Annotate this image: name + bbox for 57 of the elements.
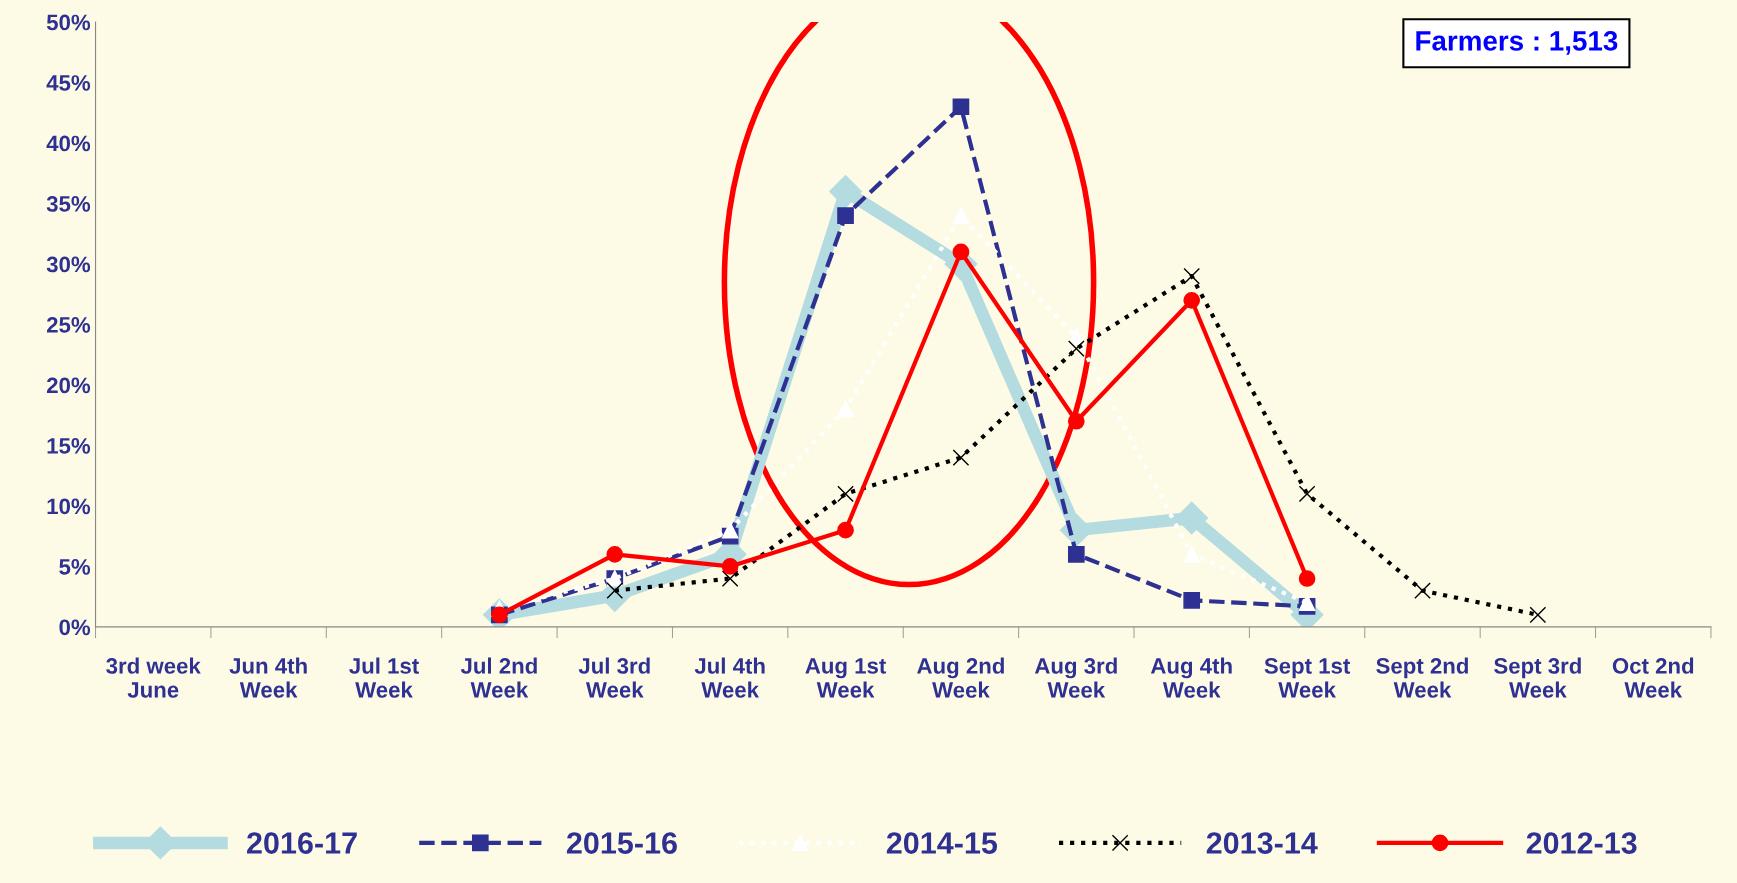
x-tick-label: Sept 3rd Week <box>1494 657 1581 698</box>
point <box>837 400 854 418</box>
point <box>952 243 970 261</box>
x-tick-label: Aug 1st Week <box>805 658 887 698</box>
y-tick-label: 25% <box>46 317 91 333</box>
x-tick-label: Sept 2nd Week <box>1376 657 1468 698</box>
x-tick-label: Jul 3rd Week <box>578 657 650 698</box>
x-tick-label: Jun 4th Week <box>229 657 307 698</box>
point <box>1298 570 1316 587</box>
x-tick-label: Aug 2nd Week <box>917 657 1004 698</box>
x-tick-label: Jul 1st Week <box>349 657 419 698</box>
x-tick-label: Sept 1st Week <box>1264 658 1351 698</box>
point <box>1183 267 1201 285</box>
point <box>1183 591 1201 609</box>
y-tick-label: 35% <box>46 196 91 212</box>
point <box>721 521 739 539</box>
y-tick-label: 45% <box>46 75 91 91</box>
point <box>837 485 854 503</box>
legend-label: 2013-14 <box>1206 832 1318 854</box>
point <box>1298 594 1316 612</box>
point <box>1067 340 1085 358</box>
y-tick-label: 50% <box>46 14 91 31</box>
y-tick-label: 0% <box>59 619 91 636</box>
y-tick-label: 15% <box>47 438 91 454</box>
legend-label: 2014-15 <box>886 832 998 854</box>
point <box>952 98 970 116</box>
point <box>952 449 970 466</box>
point <box>1298 485 1316 503</box>
y-tick-label: 5% <box>59 559 91 575</box>
point <box>1529 606 1547 624</box>
point <box>721 570 739 587</box>
x-tick-label: Aug 4th Week <box>1150 657 1232 698</box>
y-tick-label: 40% <box>46 135 91 152</box>
x-tick-label: Oct 2nd Week <box>1612 657 1694 698</box>
point <box>1067 546 1085 563</box>
point <box>829 175 862 208</box>
point <box>952 207 970 224</box>
point <box>837 521 854 539</box>
annotation: Farmers : 1,513 <box>1416 31 1618 55</box>
point <box>837 207 854 224</box>
y-tick-label: 10% <box>47 498 91 515</box>
y-tick-label: 30% <box>46 256 91 273</box>
y-tick-label: 20% <box>46 377 91 394</box>
legend-label: 2015-16 <box>566 832 677 854</box>
x-tick-label: 3rd week June <box>106 657 201 698</box>
legend-label: 2012-13 <box>1526 832 1637 854</box>
point <box>1183 546 1201 563</box>
point <box>1067 412 1085 430</box>
point <box>1067 328 1085 345</box>
point <box>1183 291 1201 309</box>
point <box>1414 582 1431 599</box>
x-tick-label: Jul 4th Week <box>694 657 765 698</box>
legend-label: 2016-17 <box>247 832 357 854</box>
x-tick-label: Aug 3rd Week <box>1034 657 1117 698</box>
point <box>721 558 739 575</box>
x-tick-label: Jul 2nd Week <box>460 657 537 698</box>
point <box>606 546 624 563</box>
